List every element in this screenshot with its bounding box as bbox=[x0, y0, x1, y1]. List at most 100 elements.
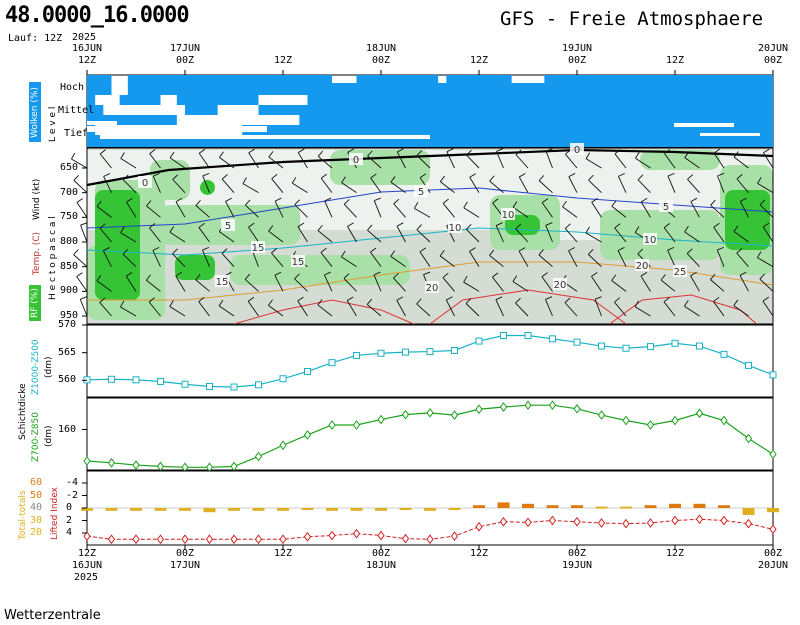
bottom-tick-hour: 12Z bbox=[77, 548, 97, 559]
thickness-1000-500-point bbox=[255, 381, 262, 389]
thickness-700-850-point bbox=[352, 420, 361, 430]
run-label: Lauf: 12Z bbox=[8, 33, 63, 44]
top-tick-hour: 12Z bbox=[665, 55, 685, 66]
isotherm-label-bg bbox=[425, 281, 439, 293]
wind-barb bbox=[146, 200, 161, 218]
lifted-index-point bbox=[646, 518, 655, 528]
isotherm-label: 0 bbox=[574, 145, 580, 156]
wind-barb bbox=[757, 177, 774, 194]
clouds-panel bbox=[86, 74, 774, 148]
wind-barb bbox=[762, 296, 774, 317]
wind-barb bbox=[152, 246, 161, 267]
wind-barb bbox=[122, 174, 137, 193]
lifted-index-point bbox=[573, 516, 581, 527]
thickness-700-850-point bbox=[107, 457, 116, 468]
lifted-index-point bbox=[156, 534, 165, 545]
cloud-gap bbox=[87, 126, 267, 132]
wind-barb bbox=[416, 150, 431, 169]
total-totals-tick-label: 60 bbox=[30, 477, 43, 488]
wind-barb bbox=[414, 202, 431, 218]
pressure-tick-label: 800 bbox=[60, 236, 79, 247]
clouds-level-label: L e v e l bbox=[48, 106, 58, 142]
y-tick-label: 160 bbox=[58, 423, 77, 435]
wind-barb bbox=[248, 222, 259, 243]
wind-barb bbox=[739, 197, 749, 218]
lifted-index-point bbox=[254, 534, 263, 545]
thickness-700-850-point bbox=[132, 460, 140, 470]
wind-barb bbox=[416, 298, 431, 317]
wind-barb bbox=[343, 273, 357, 292]
wind-barb bbox=[390, 250, 406, 268]
wind-barb bbox=[716, 246, 725, 267]
bottom-tick-hour: 00Z bbox=[175, 548, 195, 559]
thickness-1000-500-point bbox=[304, 368, 311, 376]
wind-barb bbox=[149, 149, 161, 169]
wind-barb bbox=[713, 148, 725, 169]
cloud-band bbox=[87, 83, 112, 95]
wind-barb bbox=[614, 297, 627, 317]
lifted-index-point bbox=[328, 530, 336, 541]
bottom-tick-date: 20JUN bbox=[757, 560, 789, 571]
pressure-tick-label: 900 bbox=[60, 285, 79, 297]
bottom-year: 2025 bbox=[74, 572, 99, 583]
thickness-1000-500-point bbox=[622, 344, 630, 352]
wind-barb bbox=[76, 272, 88, 292]
wind-barb bbox=[465, 298, 480, 317]
thickness-700-850-point bbox=[401, 409, 410, 420]
thickness-1000-500-point bbox=[647, 343, 654, 351]
wind-barb bbox=[713, 296, 725, 317]
wind-barb bbox=[733, 151, 749, 169]
isotherm-label: 10 bbox=[502, 210, 515, 221]
thickness-700-850-point bbox=[83, 456, 91, 466]
total-totals-bar bbox=[350, 508, 363, 511]
rh-mid-patch bbox=[230, 255, 410, 285]
thickness-1000-500-panel bbox=[83, 324, 777, 398]
wind-barb bbox=[515, 297, 529, 317]
wind-barb bbox=[419, 247, 431, 267]
wind-barb bbox=[317, 224, 333, 243]
wind-barb bbox=[294, 273, 308, 292]
total-totals-bar bbox=[620, 506, 632, 509]
wind-barb bbox=[367, 224, 382, 243]
thickness-1000-500-point bbox=[696, 342, 703, 350]
total-totals-bar bbox=[767, 508, 779, 513]
wind-barb bbox=[614, 149, 627, 169]
thickness-700-850-point bbox=[622, 415, 630, 426]
thickness-1000-500-point bbox=[328, 359, 336, 367]
y-tick-label: 560 bbox=[58, 374, 77, 386]
wind-barb bbox=[347, 222, 357, 243]
cloud-band bbox=[87, 105, 104, 115]
total-totals-tick-label: 40 bbox=[30, 502, 43, 513]
lifted-index-point bbox=[181, 534, 189, 545]
cloud-band bbox=[356, 75, 439, 83]
lifted-index-point bbox=[132, 534, 140, 545]
thickness-700-850-point bbox=[303, 430, 312, 440]
total-totals-bar bbox=[81, 508, 93, 511]
isotherm-label-bg bbox=[138, 176, 152, 188]
thickness-1000-500-point bbox=[671, 339, 679, 347]
rh-mid-patch bbox=[600, 210, 720, 260]
isotherm bbox=[233, 299, 414, 325]
cloud-bands bbox=[87, 75, 774, 147]
isotherm-label-bg bbox=[448, 221, 462, 233]
thickness-1000-500-point bbox=[524, 332, 532, 340]
wind-barb bbox=[102, 247, 112, 267]
wind-barb bbox=[341, 250, 357, 268]
wind-barb bbox=[172, 174, 186, 193]
wind-barb bbox=[218, 299, 235, 317]
thickness-1000-500-point bbox=[230, 383, 238, 391]
thickness-700-850-series bbox=[83, 400, 777, 473]
wind-barb bbox=[690, 271, 700, 292]
cloud-gap bbox=[87, 121, 117, 125]
wind-barb bbox=[759, 199, 774, 218]
thickness-700-850-point bbox=[744, 433, 753, 444]
wind-barb bbox=[80, 222, 88, 243]
thickness-700-850-point bbox=[499, 402, 508, 412]
wind-barb bbox=[489, 175, 504, 194]
wind-barb bbox=[366, 298, 382, 317]
thickness-700-850-point bbox=[573, 403, 581, 414]
wind-barb bbox=[120, 152, 137, 169]
wind-barb bbox=[515, 223, 529, 243]
lifted-index-point bbox=[671, 515, 679, 526]
wind-barb bbox=[416, 224, 431, 243]
